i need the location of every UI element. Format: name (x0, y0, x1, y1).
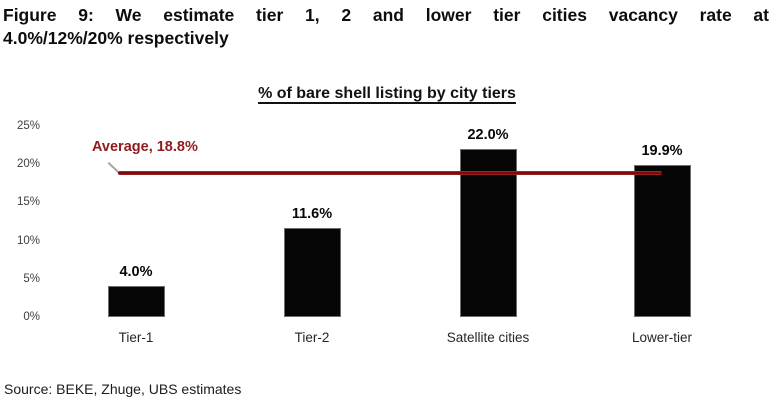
bar-tier-2 (283, 228, 341, 317)
y-axis-tick-label-15: 15% (16, 196, 40, 209)
figure-title-line2: 4.0%/12%/20% respectively (3, 28, 229, 48)
figure-title: Figure 9: We estimate tier 1, 2 and lowe… (3, 4, 769, 50)
source-note: Source: BEKE, Zhuge, UBS estimates (4, 381, 242, 397)
figure-title-line1: Figure 9: We estimate tier 1, 2 and lowe… (3, 5, 769, 25)
y-axis-tick-label-20: 20% (16, 158, 40, 171)
x-axis-label-tier-1: Tier-1 (118, 330, 154, 345)
bar-tier-1 (107, 286, 165, 317)
average-line (118, 171, 662, 176)
bar-value-label-tier-1: 4.0% (119, 264, 153, 281)
y-axis-tick-label-5: 5% (23, 272, 40, 285)
y-axis-tick-label-10: 10% (16, 234, 40, 247)
x-axis-label-lower-tier: Lower-tier (631, 330, 693, 345)
y-axis-tick-label-0: 0% (23, 311, 40, 323)
bar-satellite-cities (459, 148, 517, 317)
bar-value-label-satellite-cities: 22.0% (467, 126, 509, 143)
bar-lower-tier (633, 164, 691, 317)
x-axis-label-tier-2: Tier-2 (294, 330, 330, 345)
bar-value-label-lower-tier: 19.9% (641, 142, 683, 159)
x-axis-label-satellite-cities: Satellite cities (446, 330, 530, 345)
bar-value-label-tier-2: 11.6% (291, 206, 333, 223)
y-axis-tick-label-25: 25% (16, 120, 40, 132)
chart-title: % of bare shell listing by city tiers (258, 85, 516, 102)
average-line-label: Average, 18.8% (92, 139, 198, 155)
